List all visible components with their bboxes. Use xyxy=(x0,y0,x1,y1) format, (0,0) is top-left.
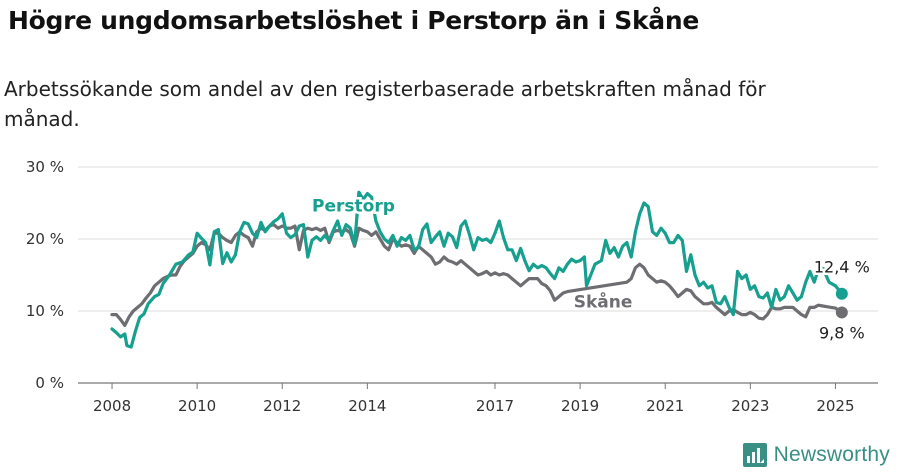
x-tick-label: 2014 xyxy=(348,397,386,415)
series-label-perstorp: Perstorp xyxy=(312,197,395,217)
x-tick-label: 2010 xyxy=(178,397,216,415)
chart-subtitle: Arbetssökande som andel av den registerb… xyxy=(4,77,766,131)
brand-name: Newsworthy xyxy=(773,443,890,466)
end-value-label-perstorp: 12,4 % xyxy=(814,258,870,277)
x-tick-label: 2021 xyxy=(646,397,684,415)
x-tick-label: 2019 xyxy=(561,397,599,415)
end-value-label-skane: 9,8 % xyxy=(819,323,865,342)
x-tick-label: 2017 xyxy=(476,397,514,415)
brand: Newsworthy xyxy=(742,442,890,468)
y-tick-label: 10 % xyxy=(26,302,64,320)
y-tick-label: 0 % xyxy=(35,374,64,392)
y-tick-label: 30 % xyxy=(26,158,64,176)
end-point-perstorp xyxy=(835,287,848,300)
x-tick-label: 2012 xyxy=(263,397,301,415)
x-tick-label: 2023 xyxy=(731,397,769,415)
x-tick-label: 2008 xyxy=(93,397,131,415)
series-line-perstorp xyxy=(110,190,844,349)
x-tick-label: 2025 xyxy=(816,397,854,415)
chart-title: Högre ungdomsarbetslöshet i Perstorp än … xyxy=(8,6,700,35)
end-point-skane xyxy=(835,306,848,319)
series-label-skane: Skåne xyxy=(574,290,633,312)
newsworthy-logo-icon xyxy=(742,443,767,467)
series-line-skane xyxy=(110,223,844,327)
y-tick-label: 20 % xyxy=(26,230,64,248)
